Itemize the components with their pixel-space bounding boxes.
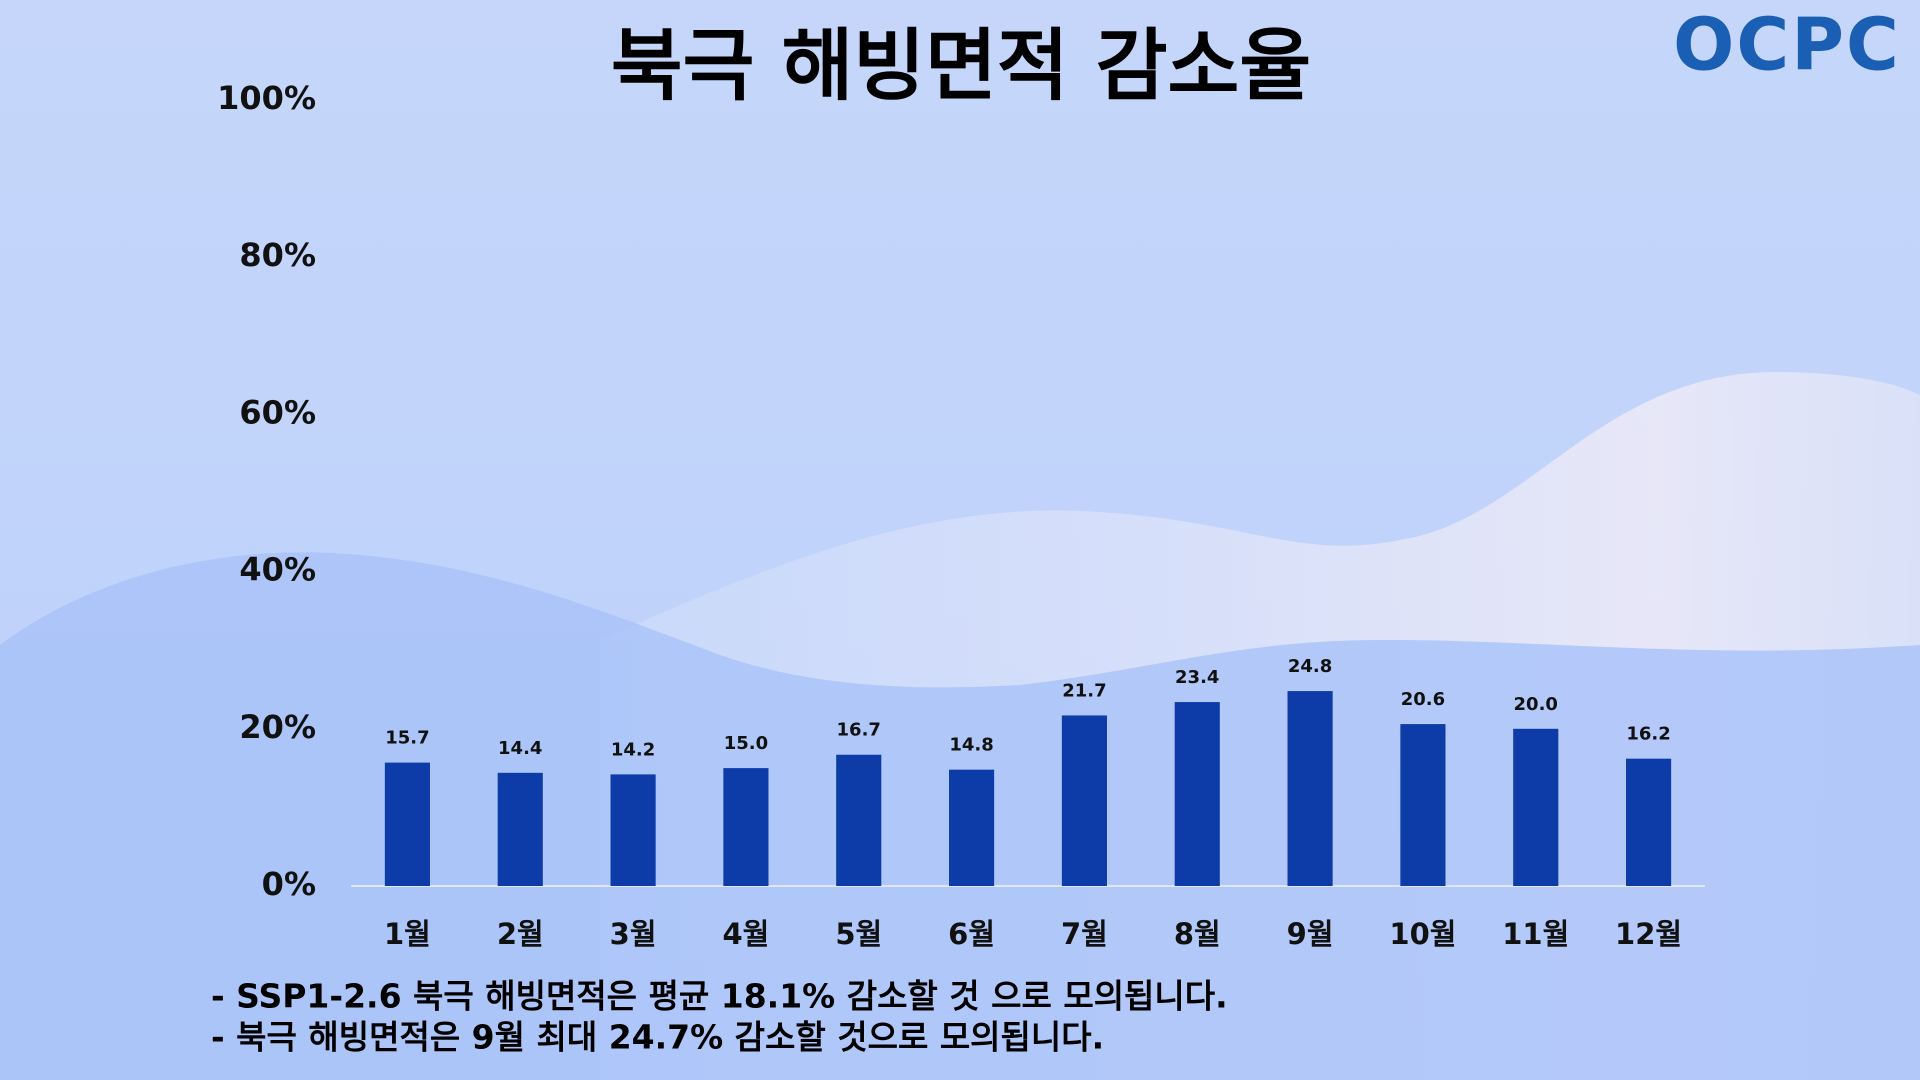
- x-tick-label: 10월: [1389, 917, 1456, 951]
- y-tick-label: 0%: [262, 865, 316, 903]
- y-tick-label: 20%: [239, 708, 316, 746]
- y-tick-label: 100%: [217, 79, 316, 117]
- bar: [1400, 724, 1446, 886]
- value-label: 20.0: [1514, 694, 1558, 715]
- x-tick-label: 3월: [610, 917, 657, 951]
- bar: [497, 772, 543, 886]
- bar: [949, 769, 995, 886]
- logo: OCPC: [1673, 3, 1901, 87]
- note: - SSP1-2.6 북극 해빙면적은 평균 18.1% 감소할 것 으로 모의…: [211, 977, 1228, 1016]
- note: - 북극 해빙면적은 9월 최대 24.7% 감소할 것으로 모의됩니다.: [211, 1018, 1104, 1057]
- x-tick-label: 12월: [1615, 917, 1682, 951]
- bar: [610, 774, 656, 886]
- value-label: 15.0: [724, 733, 768, 754]
- value-label: 20.6: [1401, 689, 1445, 710]
- value-label: 15.7: [385, 728, 429, 749]
- value-label: 14.4: [498, 738, 542, 759]
- x-tick-label: 8월: [1174, 917, 1221, 951]
- value-label: 14.8: [949, 735, 993, 756]
- x-tick-label: 1월: [384, 917, 431, 951]
- value-label: 16.7: [837, 720, 881, 741]
- bar: [1174, 702, 1220, 886]
- x-tick-label: 2월: [497, 917, 544, 951]
- x-tick-label: 5월: [835, 917, 882, 951]
- x-tick-label: 4월: [722, 917, 769, 951]
- x-tick-label: 11월: [1502, 917, 1569, 951]
- chart-title: 북극 해빙면적 감소율: [611, 21, 1311, 111]
- x-tick-label: 9월: [1287, 917, 1334, 951]
- bar: [723, 768, 769, 886]
- bar: [1061, 715, 1107, 886]
- y-tick-label: 80%: [239, 236, 316, 274]
- y-tick-label: 40%: [239, 551, 316, 589]
- bar: [836, 754, 882, 886]
- x-tick-label: 6월: [948, 917, 995, 951]
- value-label: 16.2: [1626, 724, 1670, 745]
- value-label: 23.4: [1175, 667, 1219, 688]
- bar: [384, 762, 430, 886]
- x-tick-label: 7월: [1061, 917, 1108, 951]
- value-label: 24.8: [1288, 656, 1332, 677]
- bar: [1287, 691, 1333, 886]
- value-label: 21.7: [1062, 680, 1106, 701]
- bar: [1626, 758, 1672, 886]
- bar: [1513, 728, 1559, 886]
- value-label: 14.2: [611, 739, 655, 760]
- y-tick-label: 60%: [239, 393, 316, 431]
